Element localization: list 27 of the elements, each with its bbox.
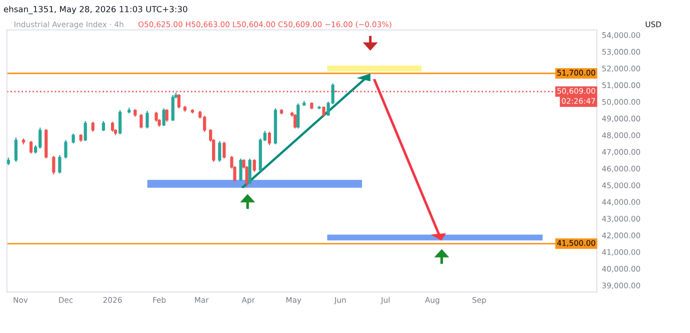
candlestick [29, 140, 33, 154]
candlestick [165, 108, 168, 122]
candlestick [171, 94, 174, 122]
candlestick [248, 158, 252, 185]
text: ehsan_1351, May 28, 2026 11:03 UTC+3:30 [4, 6, 188, 14]
candlestick [296, 102, 300, 130]
candlestick [294, 114, 297, 130]
candlestick [14, 137, 18, 162]
candlestick [222, 141, 226, 160]
candlestick [322, 106, 326, 118]
candlestick [252, 158, 256, 172]
candlestick [118, 110, 122, 135]
candlestick [239, 158, 242, 182]
candlestick [177, 94, 180, 109]
candlestick [110, 121, 114, 132]
candlestick [72, 132, 75, 144]
candlestick [52, 155, 56, 175]
candlestick [146, 110, 149, 130]
candlestick [58, 154, 62, 174]
candlestick [140, 114, 143, 130]
candlestick [64, 140, 68, 160]
candlestick [91, 121, 94, 132]
candlestick [84, 120, 87, 142]
candlestick [218, 140, 222, 162]
candlestick [162, 108, 166, 127]
candlestick [268, 131, 271, 146]
candlestick [102, 120, 106, 132]
